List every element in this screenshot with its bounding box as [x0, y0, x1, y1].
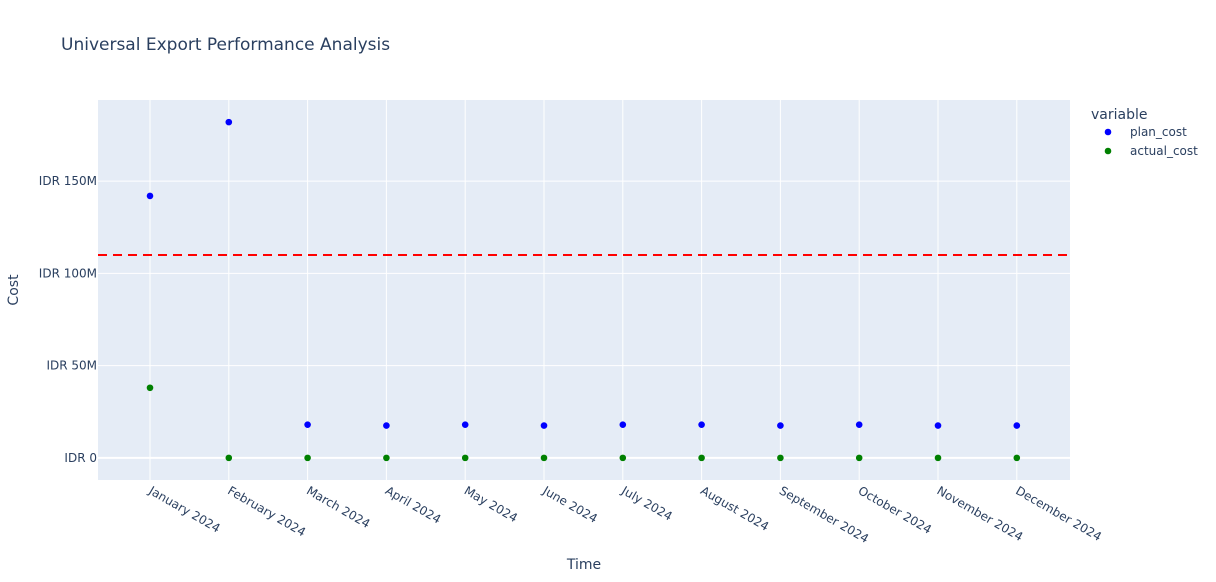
- plan_cost-point[interactable]: [1013, 422, 1021, 429]
- y-tick-labels: IDR 0 IDR 50M IDR 100M IDR 150M: [39, 174, 97, 465]
- actual_cost-point[interactable]: [777, 454, 784, 462]
- legend-title: variable: [1091, 107, 1147, 123]
- x-tick-label: August 2024: [698, 483, 771, 533]
- x-axis-title: Time: [566, 557, 601, 573]
- y-axis-title: Cost: [6, 274, 22, 306]
- actual_cost-point[interactable]: [540, 454, 548, 462]
- actual_cost-point[interactable]: [304, 454, 311, 462]
- x-tick-label: April 2024: [383, 483, 444, 526]
- plan_cost-legend-label[interactable]: plan_cost: [1130, 125, 1187, 139]
- data-points: [146, 118, 1021, 462]
- legend: variable plan_cost actual_cost: [1091, 107, 1198, 158]
- gridlines: [98, 100, 1070, 480]
- plan_cost-point[interactable]: [619, 421, 627, 428]
- plan_cost-point[interactable]: [698, 421, 705, 428]
- x-tick-label: October 2024: [856, 483, 934, 536]
- plot-background: [98, 100, 1070, 480]
- actual_cost-point[interactable]: [461, 454, 469, 462]
- y-tick-label: IDR 0: [64, 451, 97, 465]
- actual_cost-point[interactable]: [146, 384, 154, 392]
- actual_cost-point[interactable]: [855, 454, 863, 462]
- x-tick-label: November 2024: [935, 483, 1026, 544]
- plan_cost-point[interactable]: [540, 422, 548, 429]
- actual_cost-point[interactable]: [934, 454, 942, 462]
- y-tick-label: IDR 150M: [39, 174, 97, 188]
- y-tick-label: IDR 100M: [39, 266, 97, 280]
- plan_cost-point[interactable]: [777, 422, 784, 429]
- x-tick-label: January 2024: [146, 483, 223, 536]
- plan_cost-point[interactable]: [304, 421, 311, 428]
- x-tick-label: July 2024: [618, 483, 674, 524]
- x-tick-label: December 2024: [1013, 483, 1104, 543]
- x-tick-label: February 2024: [225, 483, 308, 539]
- actual_cost-point[interactable]: [619, 454, 627, 462]
- plan_cost-point[interactable]: [383, 422, 390, 429]
- x-tick-label: May 2024: [462, 483, 520, 525]
- x-tick-label: June 2024: [540, 483, 600, 526]
- plan_cost-point[interactable]: [461, 421, 469, 428]
- actual_cost-point[interactable]: [1013, 454, 1021, 462]
- plan_cost-legend-marker[interactable]: [1104, 128, 1112, 136]
- actual_cost-legend-marker[interactable]: [1104, 147, 1112, 155]
- plan_cost-point[interactable]: [934, 422, 942, 429]
- chart-title: Universal Export Performance Analysis: [61, 35, 390, 55]
- plan_cost-point[interactable]: [146, 192, 154, 200]
- actual_cost-point[interactable]: [225, 454, 233, 462]
- plan_cost-point[interactable]: [855, 421, 863, 428]
- actual_cost-legend-label[interactable]: actual_cost: [1130, 144, 1198, 158]
- x-tick-label: March 2024: [304, 483, 372, 531]
- plan_cost-point[interactable]: [225, 118, 233, 126]
- y-tick-label: IDR 50M: [46, 359, 97, 373]
- actual_cost-point[interactable]: [383, 454, 390, 462]
- actual_cost-point[interactable]: [698, 454, 705, 462]
